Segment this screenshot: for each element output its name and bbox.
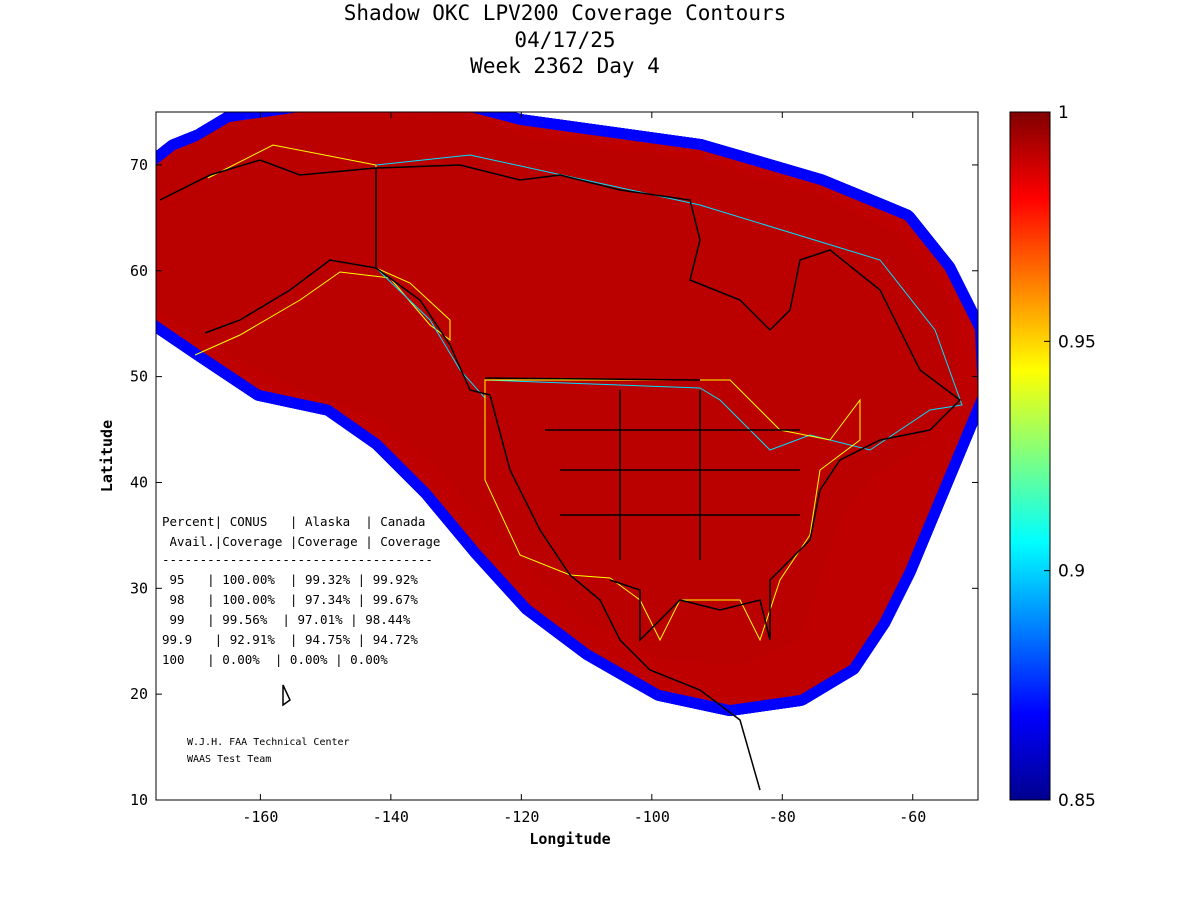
y-axis: 10 20 30 40 50 60 70 — [130, 156, 978, 809]
high-coverage-region — [156, 112, 960, 665]
colorbar-tick-label: 0.9 — [1058, 562, 1085, 582]
colorbar-tick-label: 0.85 — [1058, 791, 1096, 811]
colorbar — [1009, 111, 1051, 801]
x-tick-label: -160 — [242, 808, 278, 826]
colorbar-tick-label: 1 — [1058, 103, 1069, 123]
table-row: 95 | 100.00% | 99.32% | 99.92% — [162, 572, 418, 587]
chart-title: Shadow OKC LPV200 Coverage Contours — [343, 1, 787, 25]
colorbar-ticks: 1 0.95 0.9 0.85 — [1044, 103, 1096, 811]
chart-date: 04/17/25 — [514, 28, 616, 52]
x-tick-label: -80 — [769, 808, 796, 826]
table-header-2: Avail.|Coverage |Coverage | Coverage — [162, 534, 440, 549]
y-tick-label: 60 — [130, 262, 148, 280]
plot-frame — [155, 111, 979, 801]
y-tick-label: 50 — [130, 368, 148, 386]
coastlines — [159, 159, 962, 791]
x-tick-label: -60 — [899, 808, 926, 826]
credit-line: W.J.H. FAA Technical Center — [187, 737, 350, 748]
table-row: 98 | 100.00% | 97.34% | 99.67% — [162, 592, 418, 607]
x-tick-label: -120 — [503, 808, 539, 826]
table-header-1: Percent| CONUS | Alaska | Canada — [162, 514, 425, 529]
x-axis-label: Longitude — [529, 830, 610, 848]
chart-week: Week 2362 Day 4 — [470, 54, 660, 78]
x-tick-label: -140 — [373, 808, 409, 826]
y-axis-label: Latitude — [98, 420, 116, 492]
x-axis: -160 -140 -120 -100 -80 -60 — [242, 112, 926, 826]
table-row: 99 | 99.56% | 97.01% | 98.44% — [162, 612, 411, 627]
y-tick-label: 70 — [130, 156, 148, 174]
credit-line: WAAS Test Team — [187, 754, 271, 765]
y-tick-label: 10 — [130, 791, 148, 809]
x-tick-label: -100 — [634, 808, 670, 826]
table-separator: ------------------------------------ — [162, 552, 433, 567]
y-tick-label: 30 — [130, 579, 148, 597]
table-row: 99.9 | 92.91% | 94.75% | 94.72% — [162, 632, 418, 647]
coverage-table: Percent| CONUS | Alaska | Canada Avail.|… — [162, 514, 440, 667]
colorbar-tick-label: 0.95 — [1058, 332, 1096, 352]
table-row: 100 | 0.00% | 0.00% | 0.00% — [162, 652, 388, 667]
y-tick-label: 20 — [130, 685, 148, 703]
y-tick-label: 40 — [130, 473, 148, 491]
